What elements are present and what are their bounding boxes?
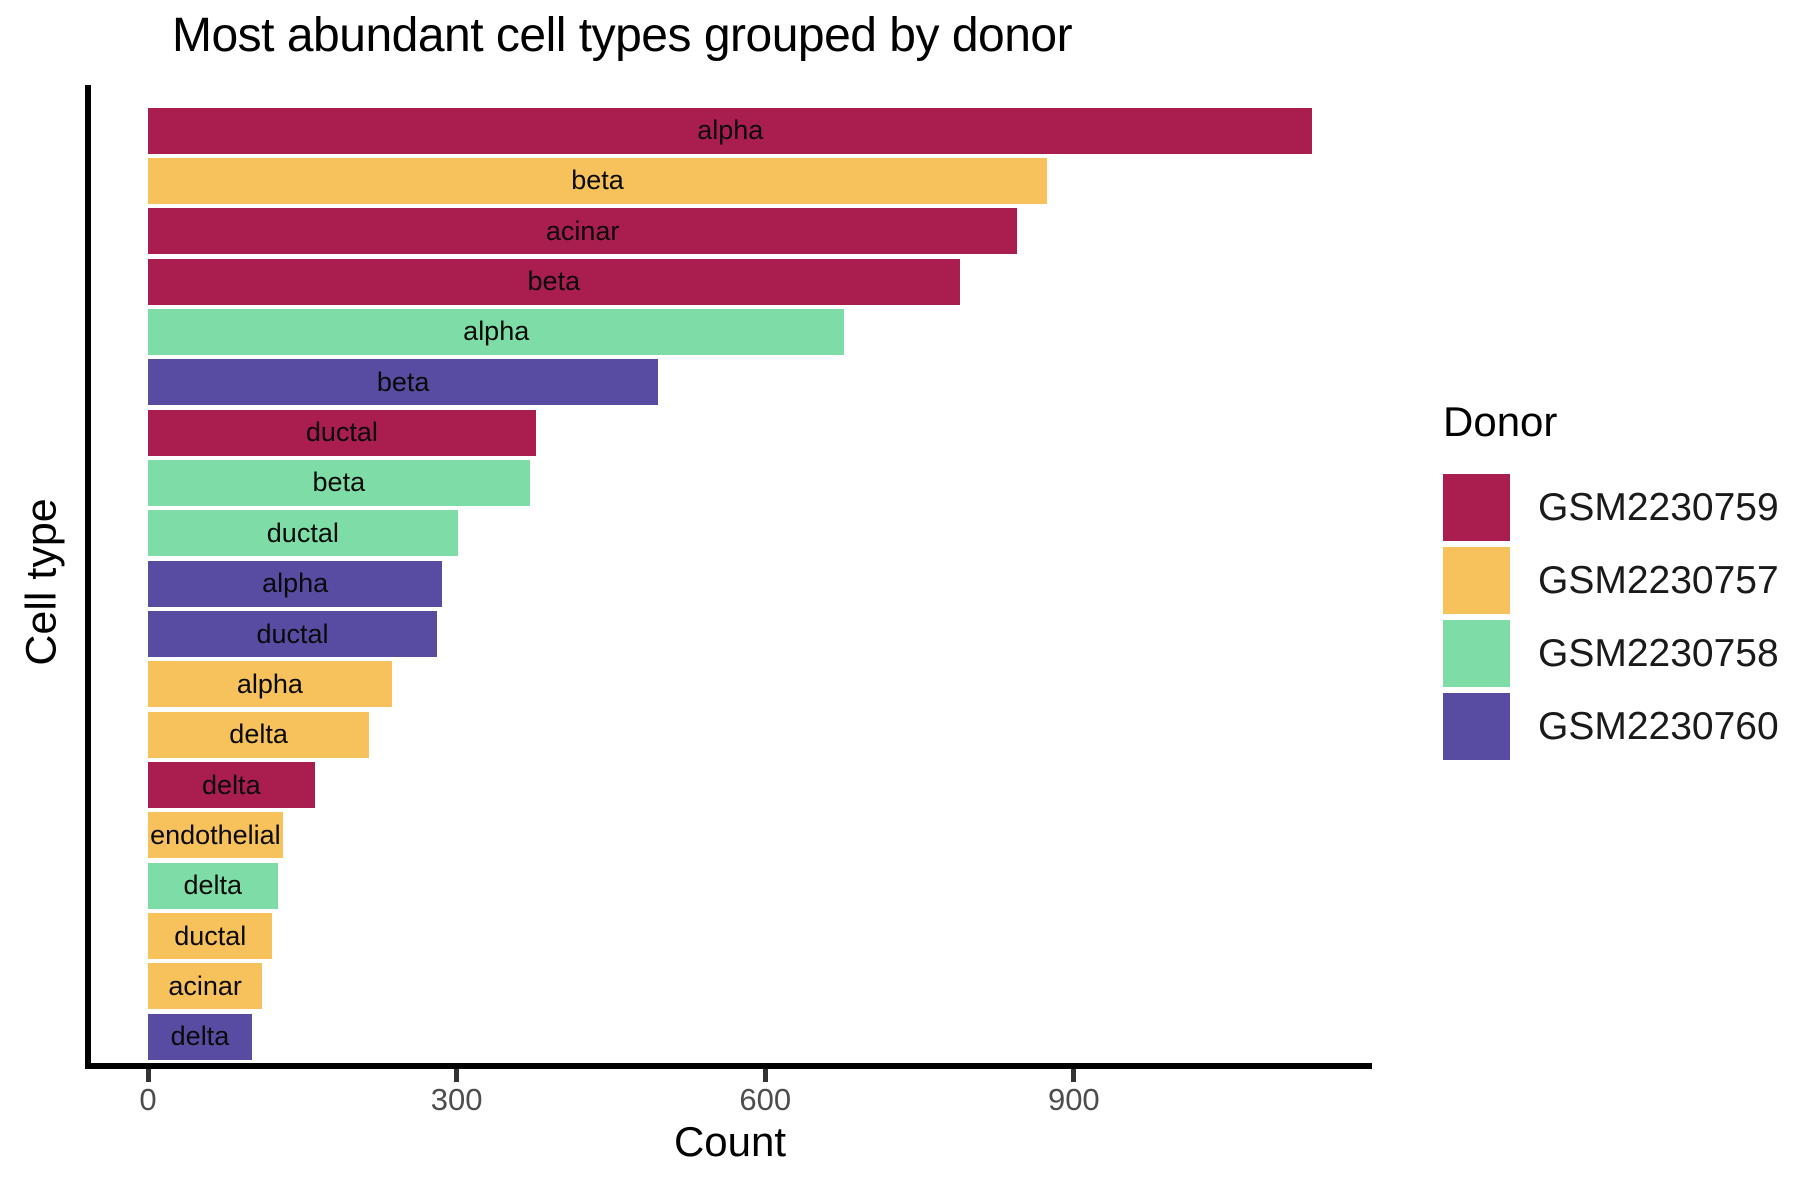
bar-label: ductal <box>256 618 329 649</box>
bar-label: acinar <box>168 970 242 1001</box>
y-axis-label: Cell type <box>17 498 66 666</box>
bar-label: endothelial <box>150 819 281 850</box>
legend-label: GSM2230760 <box>1538 704 1779 748</box>
x-tick-label: 0 <box>139 1082 157 1117</box>
bar-label: alpha <box>697 115 764 145</box>
x-tick-label: 900 <box>1047 1082 1100 1117</box>
bar-acinar-GSM2230757: acinar <box>148 963 263 1010</box>
legend-entries: GSM2230759 GSM2230757 GSM2230758 GSM2230760 <box>1443 474 1779 760</box>
x-tick-label: 600 <box>739 1082 792 1117</box>
bar-label: alpha <box>236 668 303 699</box>
legend-entry-GSM2230759: GSM2230759 <box>1443 474 1779 541</box>
legend-entry-GSM2230757: GSM2230757 <box>1443 547 1779 614</box>
bar-label: beta <box>376 366 430 397</box>
x-tick-mark <box>145 1069 151 1082</box>
bar-delta-GSM2230760: delta <box>148 1013 252 1060</box>
bar-delta-GSM2230757: delta <box>148 711 370 758</box>
bar-label: ductal <box>266 517 339 548</box>
bar-ductal-GSM2230760: ductal <box>148 611 438 657</box>
bar-label: delta <box>229 719 288 750</box>
bar-acinar-GSM2230759: acinar <box>148 208 1018 255</box>
legend-label: GSM2230758 <box>1538 631 1779 675</box>
bar-label: ductal <box>174 920 247 951</box>
legend-swatch <box>1443 547 1510 614</box>
x-tick-mark <box>762 1069 768 1082</box>
legend-label: GSM2230757 <box>1538 558 1779 602</box>
bar-delta-GSM2230758: delta <box>148 862 278 909</box>
chart-title: Most abundant cell types grouped by dono… <box>172 9 1073 62</box>
bar-label: acinar <box>545 215 620 246</box>
bar-ductal-GSM2230757: ductal <box>148 913 273 960</box>
legend-swatch <box>1443 620 1510 687</box>
bar-label: beta <box>571 165 624 196</box>
bar-beta-GSM2230759: beta <box>148 258 960 305</box>
x-tick-mark <box>1071 1069 1077 1082</box>
bar-alpha-GSM2230757: alpha <box>148 661 392 708</box>
bar-alpha-GSM2230758: alpha <box>148 308 845 355</box>
y-axis-line <box>85 85 91 1069</box>
bar-beta-GSM2230757: beta <box>148 157 1048 204</box>
bar-beta-GSM2230758: beta <box>148 459 530 506</box>
bar-label: alpha <box>463 316 530 347</box>
x-axis-line <box>85 1063 1372 1069</box>
x-axis-label: Count <box>673 1118 787 1165</box>
bar-alpha-GSM2230759: alpha <box>148 107 1313 154</box>
x-tick-mark <box>454 1069 460 1082</box>
bar-label: ductal <box>305 417 378 448</box>
bar-label: beta <box>527 266 581 297</box>
bar-label: delta <box>202 769 261 800</box>
legend-swatch <box>1443 474 1510 541</box>
bar-delta-GSM2230759: delta <box>148 762 315 809</box>
legend-title: Donor <box>1443 398 1558 445</box>
x-tick-label: 300 <box>430 1082 483 1117</box>
bar-ductal-GSM2230758: ductal <box>148 510 458 557</box>
legend-label: GSM2230759 <box>1538 485 1779 529</box>
bar-label: alpha <box>262 568 329 599</box>
bar-ductal-GSM2230759: ductal <box>148 409 536 456</box>
legend-swatch <box>1443 693 1510 760</box>
legend-entry-GSM2230758: GSM2230758 <box>1443 620 1779 687</box>
bar-label: beta <box>312 467 366 498</box>
legend: Donor GSM2230759 GSM2230757 GSM2230758 GSM2… <box>1443 398 1779 766</box>
bar-beta-GSM2230760: beta <box>148 359 659 406</box>
bar-label: delta <box>170 1021 230 1052</box>
bar-label: delta <box>183 870 243 901</box>
bar-alpha-GSM2230760: alpha <box>148 560 443 607</box>
legend-entry-GSM2230760: GSM2230760 <box>1443 693 1779 760</box>
bar-endothelial-GSM2230757: endothelial <box>148 812 283 859</box>
